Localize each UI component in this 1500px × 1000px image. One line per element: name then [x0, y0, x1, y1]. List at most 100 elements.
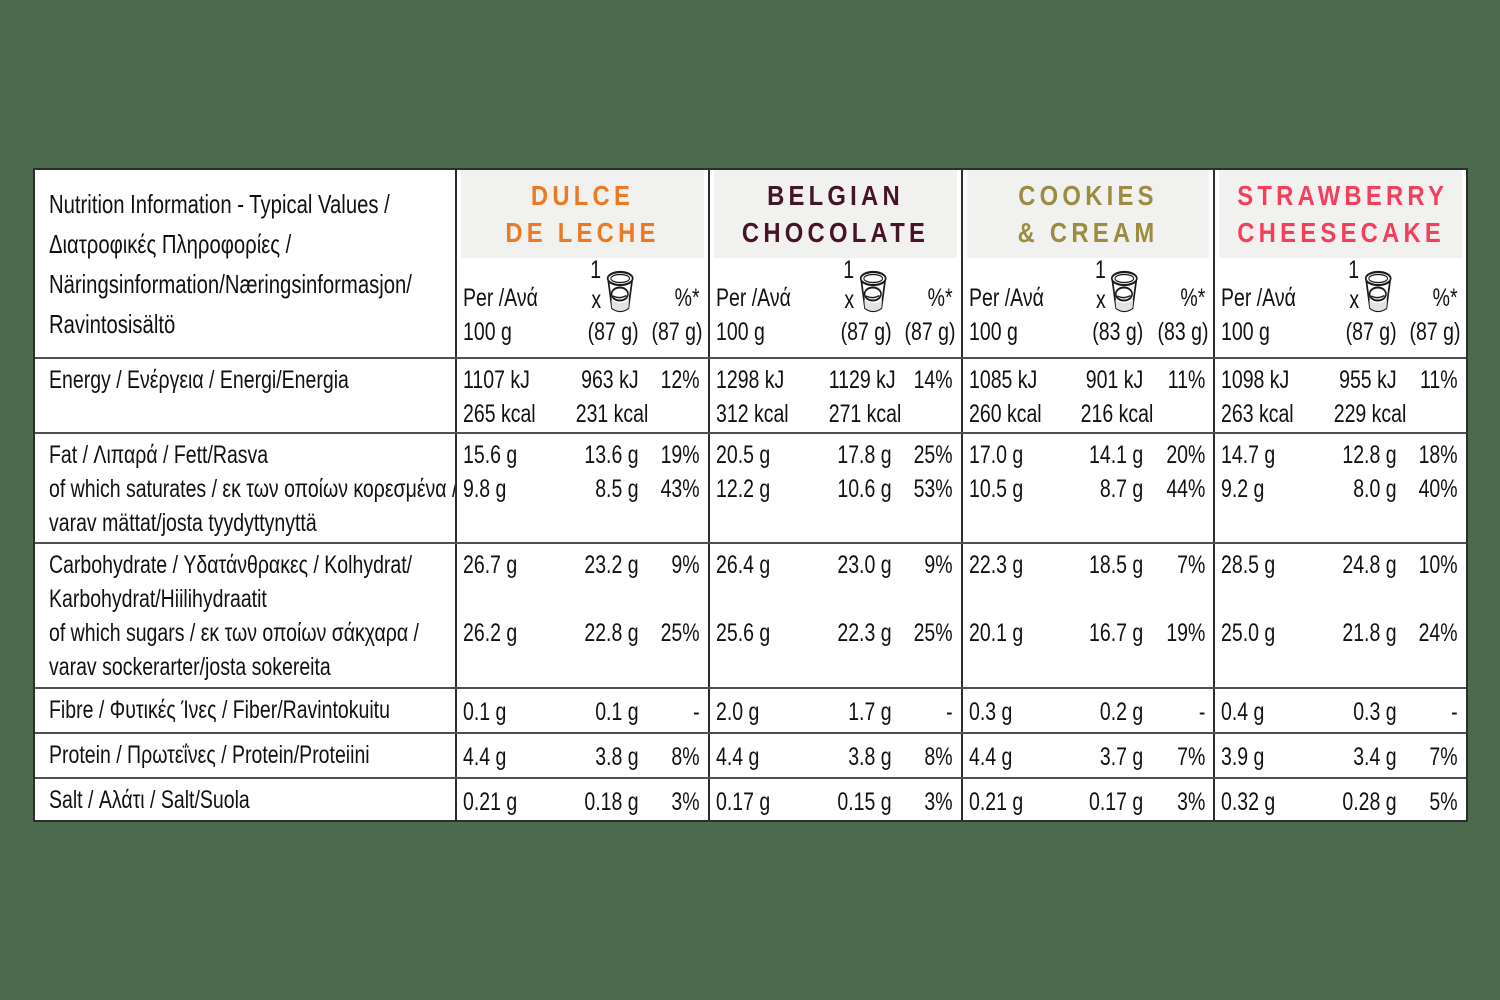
product-name-line: BELGIAN [767, 180, 904, 211]
one-x-label: 1 x [1095, 256, 1107, 314]
value-line: 3.8 g [594, 743, 639, 771]
per100-values: 1107 kJ 265 kcal [463, 363, 558, 431]
portion-values: 24.8 g 21.8 g [1316, 548, 1396, 650]
tub-weight-label: (87 g) [651, 318, 703, 346]
tub-weight-label: (87 g) [587, 318, 639, 346]
value-line: 15.6 g [463, 441, 518, 469]
value-line [576, 582, 639, 616]
row-energy: Energy / Ενέργεια / Energi/Energia 1107 k… [35, 357, 1466, 432]
value-line: 963 kJ [580, 366, 639, 394]
per100-values: 4.4 g [716, 740, 811, 774]
value-cell-cookies-and-cream-protein: 4.4 g 3.7 g 7% [961, 734, 1213, 777]
row-label-fat: Fat / Λιπαρά / Fett/Rasva of which satura… [35, 434, 455, 542]
value-line: 0.18 g [584, 788, 639, 816]
portion-values: 901 kJ 216 kcal [1063, 363, 1154, 431]
pct-values: 3% [1144, 785, 1205, 819]
value-cell-strawberry-cheesecake-salt: 0.32 g 0.28 g 5% [1213, 779, 1466, 820]
value-line: - [1451, 698, 1458, 726]
tub-weight-label: (87 g) [904, 318, 956, 346]
value-line: 43% [660, 475, 700, 503]
value-line: 0.21 g [463, 788, 518, 816]
ice-cream-tub-icon [606, 270, 633, 313]
per100-values: 0.21 g [463, 785, 558, 819]
row-label-protein: Protein / Πρωτεΐνες / Protein/Proteiini [35, 734, 455, 777]
value-line: 25% [660, 619, 700, 647]
value-line: 0.15 g [837, 788, 892, 816]
value-line: 1129 kJ [828, 366, 896, 394]
value-cell-strawberry-cheesecake-fat: 14.7 g 9.2 g 12.8 g 8.0 g 18% 40% [1213, 434, 1466, 542]
value-line: 271 kcal [828, 400, 902, 428]
product-name-line: CHEESECAKE [1237, 217, 1446, 248]
column-headers-dulce-de-leche: Per /Ανά 100 g 1 x (87 g) %* (87 g) [457, 256, 708, 357]
per100-values: 17.0 g 10.5 g [969, 438, 1063, 506]
pct-values: 9% 25% [891, 548, 953, 650]
pct-values: - [1396, 695, 1458, 729]
pct-values: 11% [1396, 363, 1458, 431]
per100-values: 4.4 g [463, 740, 558, 774]
value-line: 0.2 g [1100, 698, 1144, 726]
product-column-dulce-de-leche: DULCE DE LECHE Per /Ανά 100 g 1 x (87 g) %* (87… [455, 170, 708, 357]
nutrition-table: Nutrition Information - Typical Values /… [33, 168, 1468, 822]
value-line: 53% [913, 475, 953, 503]
row-label-line: varav sockerarter/josta sokereita [49, 653, 331, 681]
portion-values: 0.18 g [558, 785, 639, 819]
value-line: 8% [671, 743, 700, 771]
value-line [716, 582, 790, 616]
column-headers-belgian-chocolate: Per /Ανά 100 g 1 x (87 g) %* (87 g) [710, 256, 961, 357]
portion-values: 3.4 g [1316, 740, 1397, 774]
value-cell-belgian-chocolate-fibre: 2.0 g 1.7 g - [708, 689, 961, 732]
product-name-line: COOKIES [1018, 180, 1158, 211]
product-name-line: STRAWBERRY [1237, 180, 1449, 211]
row-label-energy: Energy / Ενέργεια / Energi/Energia [35, 359, 455, 432]
value-line: 8.0 g [1352, 475, 1397, 503]
value-line: 22.3 g [969, 551, 1024, 579]
value-line: 14.1 g [1089, 441, 1144, 469]
portion-values: 0.3 g [1316, 695, 1396, 729]
value-line: 10% [1418, 551, 1458, 579]
one-tub-line: 1 x [1334, 256, 1397, 315]
pct-values: 9% 25% [638, 548, 700, 650]
value-line: - [1198, 698, 1205, 726]
pct-values: - [638, 695, 699, 729]
per-100g-label: 100 g [716, 318, 765, 346]
value-line: 22.3 g [837, 619, 892, 647]
portion-values: 0.17 g [1063, 785, 1143, 819]
row-salt: Salt / Αλάτι / Salt/Suola 0.21 g 0.18 g 3% 0… [35, 777, 1466, 820]
product-title-belgian-chocolate: BELGIAN CHOCOLATE [714, 170, 957, 258]
value-line: 1107 kJ [463, 366, 530, 394]
value-line [1221, 582, 1295, 616]
product-title-strawberry-cheesecake: STRAWBERRY CHEESECAKE [1219, 170, 1462, 258]
product-column-strawberry-cheesecake: STRAWBERRY CHEESECAKE Per /Ανά 100 g 1 x (87 … [1213, 170, 1466, 357]
row-label-line: Fat / Λιπαρά / Fett/Rasva [49, 441, 269, 469]
value-line [463, 582, 537, 616]
percent-label: %* [675, 284, 700, 312]
row-label-line: varav mättat/josta tyydyttynyttä [49, 509, 317, 537]
value-line [1410, 582, 1458, 616]
value-line: 20% [1165, 441, 1205, 469]
per100-values: 26.7 g 26.2 g [463, 548, 558, 650]
value-line: 2.0 g [716, 698, 760, 726]
row-label-line: of which sugars / εκ των οποίων σάκχαρα … [49, 619, 419, 647]
value-cell-belgian-chocolate-protein: 4.4 g 3.8 g 8% [708, 734, 961, 777]
row-label-line: Karbohydrat/Hiilihydraatit [49, 585, 267, 613]
value-line: 3% [671, 788, 700, 816]
per-100g-label: 100 g [463, 318, 512, 346]
portion-values: 1129 kJ 271 kcal [811, 363, 902, 431]
pct-values: 8% [638, 740, 700, 774]
ice-cream-tub-icon [859, 270, 886, 313]
row-label-salt: Salt / Αλάτι / Salt/Suola [35, 779, 455, 820]
value-line: 3.4 g [1352, 743, 1397, 771]
pct-values: 25% 53% [891, 438, 953, 506]
value-line: 231 kcal [575, 400, 649, 428]
per-100g-label: 100 g [969, 318, 1018, 346]
value-line: 25% [913, 619, 953, 647]
value-line: 23.2 g [584, 551, 639, 579]
value-line: 901 kJ [1086, 366, 1144, 394]
value-line: 0.17 g [716, 788, 771, 816]
row-carbohydrate: Carbohydrate / Υδατάνθρακες / Kolhydrat/… [35, 542, 1466, 687]
value-line: 263 kcal [1221, 400, 1294, 428]
value-cell-dulce-de-leche-salt: 0.21 g 0.18 g 3% [455, 779, 708, 820]
per100-values: 0.17 g [716, 785, 811, 819]
column-headers-cookies-and-cream: Per /Ανά 100 g 1 x (83 g) %* (83 g) [963, 256, 1213, 357]
pct-values: 3% [638, 785, 700, 819]
